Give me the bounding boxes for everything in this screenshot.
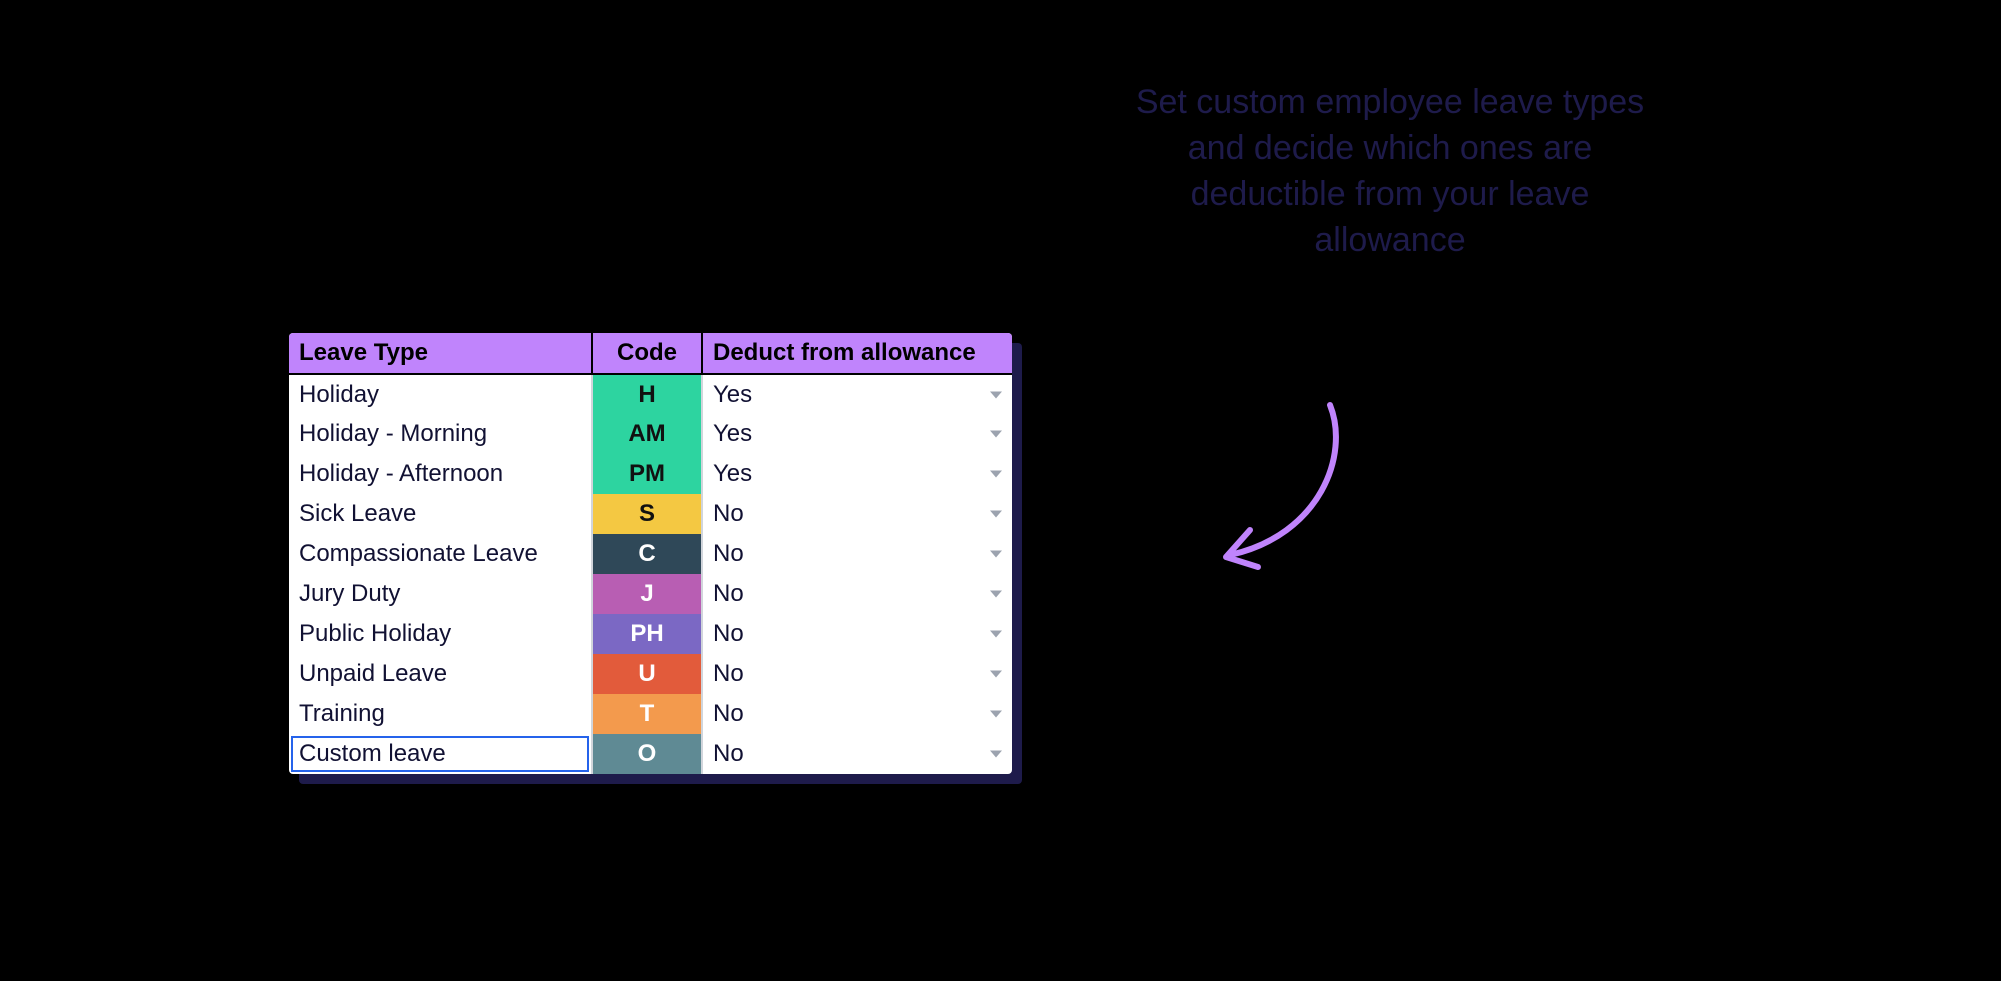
table-row: Sick LeaveS No: [289, 494, 1012, 534]
leave-code-cell[interactable]: AM: [592, 414, 702, 454]
chevron-down-icon[interactable]: [990, 631, 1002, 638]
leave-type-cell[interactable]: Public Holiday: [289, 614, 592, 654]
chevron-down-icon[interactable]: [990, 711, 1002, 718]
deduct-from-allowance-cell[interactable]: Yes: [702, 454, 1012, 494]
table-row: Compassionate LeaveC No: [289, 534, 1012, 574]
deduct-value: No: [713, 540, 744, 567]
chevron-down-icon[interactable]: [990, 511, 1002, 518]
leave-type-cell-editing[interactable]: [289, 734, 592, 774]
leave-type-cell[interactable]: Holiday - Morning: [289, 414, 592, 454]
leave-code-cell[interactable]: PH: [592, 614, 702, 654]
leave-code-cell[interactable]: C: [592, 534, 702, 574]
column-header-code: Code: [592, 333, 702, 374]
deduct-value: Yes: [713, 381, 752, 408]
deduct-value: No: [713, 660, 744, 687]
table-row: Holiday - AfternoonPM Yes: [289, 454, 1012, 494]
table-row: Public HolidayPH No: [289, 614, 1012, 654]
deduct-value: No: [713, 700, 744, 727]
deduct-value: Yes: [713, 460, 752, 487]
leave-types-table-card: Leave Type Code Deduct from allowance Ho…: [289, 333, 1012, 774]
leave-type-cell[interactable]: Holiday - Afternoon: [289, 454, 592, 494]
chevron-down-icon[interactable]: [990, 591, 1002, 598]
chevron-down-icon[interactable]: [990, 431, 1002, 438]
deduct-value: No: [713, 740, 744, 767]
deduct-from-allowance-cell[interactable]: No: [702, 534, 1012, 574]
deduct-from-allowance-cell[interactable]: No: [702, 694, 1012, 734]
leave-code-cell[interactable]: H: [592, 374, 702, 414]
leave-code-cell[interactable]: S: [592, 494, 702, 534]
deduct-from-allowance-cell[interactable]: Yes: [702, 414, 1012, 454]
deduct-from-allowance-cell[interactable]: No: [702, 734, 1012, 774]
deduct-from-allowance-cell[interactable]: No: [702, 614, 1012, 654]
deduct-from-allowance-cell[interactable]: No: [702, 494, 1012, 534]
column-header-deduct: Deduct from allowance: [702, 333, 1012, 374]
table-row: O No: [289, 734, 1012, 774]
leave-type-cell[interactable]: Training: [289, 694, 592, 734]
leave-type-cell[interactable]: Compassionate Leave: [289, 534, 592, 574]
deduct-value: No: [713, 620, 744, 647]
table-row: HolidayH Yes: [289, 374, 1012, 414]
leave-code-cell[interactable]: J: [592, 574, 702, 614]
column-header-leave-type: Leave Type: [289, 333, 592, 374]
chevron-down-icon[interactable]: [990, 751, 1002, 758]
table-row: Unpaid LeaveU No: [289, 654, 1012, 694]
leave-code-cell[interactable]: PM: [592, 454, 702, 494]
callout-arrow: [1190, 395, 1370, 575]
chevron-down-icon[interactable]: [990, 551, 1002, 558]
deduct-from-allowance-cell[interactable]: No: [702, 654, 1012, 694]
table-row: Holiday - MorningAM Yes: [289, 414, 1012, 454]
table-row: Jury DutyJ No: [289, 574, 1012, 614]
infographic-caption: Set custom employee leave types and deci…: [1130, 80, 1650, 264]
leave-type-input[interactable]: [299, 740, 581, 768]
chevron-down-icon[interactable]: [990, 471, 1002, 478]
table-row: TrainingT No: [289, 694, 1012, 734]
deduct-value: No: [713, 580, 744, 607]
leave-type-cell[interactable]: Jury Duty: [289, 574, 592, 614]
chevron-down-icon[interactable]: [990, 391, 1002, 398]
leave-code-cell[interactable]: T: [592, 694, 702, 734]
leave-type-cell[interactable]: Holiday: [289, 374, 592, 414]
leave-code-cell[interactable]: U: [592, 654, 702, 694]
deduct-value: Yes: [713, 420, 752, 447]
leave-types-table: Leave Type Code Deduct from allowance Ho…: [289, 333, 1012, 774]
leave-type-cell[interactable]: Sick Leave: [289, 494, 592, 534]
chevron-down-icon[interactable]: [990, 671, 1002, 678]
deduct-value: No: [713, 500, 744, 527]
leave-code-cell[interactable]: O: [592, 734, 702, 774]
leave-type-cell[interactable]: Unpaid Leave: [289, 654, 592, 694]
deduct-from-allowance-cell[interactable]: No: [702, 574, 1012, 614]
deduct-from-allowance-cell[interactable]: Yes: [702, 374, 1012, 414]
